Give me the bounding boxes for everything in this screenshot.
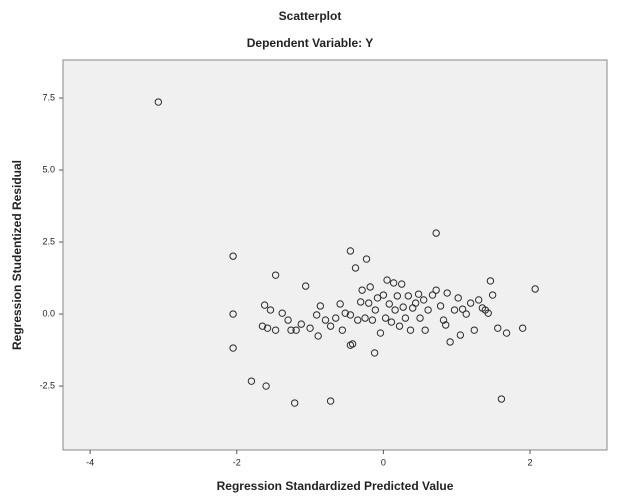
chart: Scatterplot Dependent Variable: Y Regres… (0, 0, 621, 497)
y-tick-label: 2.5 (42, 236, 55, 246)
y-tick-label: 0.0 (42, 308, 55, 318)
plot-area (63, 60, 607, 450)
x-tick-label: -4 (86, 457, 94, 467)
x-tick-label: -2 (233, 457, 241, 467)
y-tick-label: 5.0 (42, 164, 55, 174)
x-tick-label: 2 (528, 457, 533, 467)
chart-subtitle: Dependent Variable: Y (247, 36, 374, 50)
chart-title: Scatterplot (279, 9, 342, 23)
y-tick-label: -2.5 (39, 380, 55, 390)
page: Scatterplot Dependent Variable: Y Regres… (0, 0, 621, 502)
x-tick-label: 0 (381, 457, 386, 467)
y-tick-label: 7.5 (42, 92, 55, 102)
y-axis-label: Regression Studentized Residual (10, 160, 24, 350)
x-axis-label: Regression Standardized Predicted Value (217, 479, 454, 493)
